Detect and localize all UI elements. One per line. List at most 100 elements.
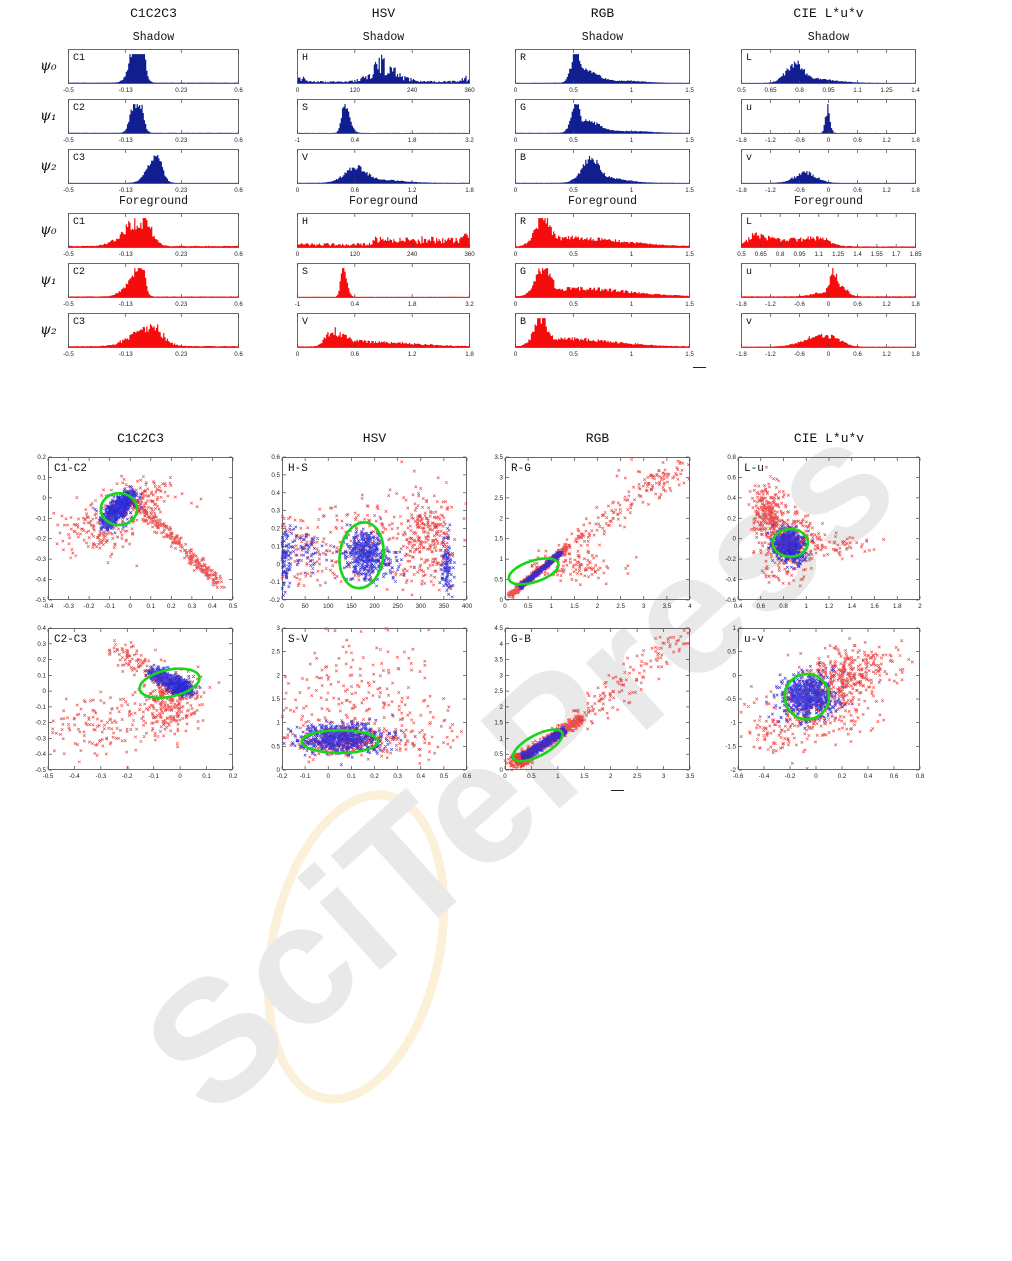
x-tick-label: -0.5 bbox=[43, 773, 54, 780]
x-tick-label: -0.3 bbox=[63, 603, 74, 610]
x-tick-label: 0.23 bbox=[175, 301, 188, 308]
channel-label: R bbox=[520, 53, 526, 64]
y-tick-label: 1 bbox=[277, 720, 281, 727]
y-tick-label: 0.5 bbox=[271, 743, 280, 750]
scatter-points-red bbox=[571, 628, 690, 731]
psi-row-label-foreground-1: ψ₁ bbox=[40, 272, 57, 288]
x-tick-label: -0.13 bbox=[119, 87, 134, 94]
channel-label: C3 bbox=[73, 153, 85, 164]
x-tick-label: 0.4 bbox=[734, 603, 743, 610]
x-tick-label: -0.4 bbox=[69, 773, 80, 780]
y-tick-label: 4 bbox=[500, 641, 504, 648]
histogram-bars bbox=[742, 104, 915, 134]
x-tick-label: 1.8 bbox=[911, 351, 920, 358]
hist-column-title: HSV bbox=[371, 6, 396, 21]
x-tick-label: 0 bbox=[280, 603, 284, 610]
x-tick-label: 3.5 bbox=[686, 773, 695, 780]
x-tick-label: 1.5 bbox=[685, 251, 694, 258]
x-tick-label: 3.2 bbox=[465, 301, 474, 308]
x-tick-label: 1.7 bbox=[892, 251, 901, 258]
x-tick-label: -0.2 bbox=[122, 773, 133, 780]
x-tick-label: -0.2 bbox=[785, 773, 796, 780]
y-tick-label: -1.5 bbox=[725, 743, 736, 750]
x-tick-label: -0.6 bbox=[794, 137, 805, 144]
scatter-plot-c1-c2: -0.4 -0.3 -0.2 -0.1 0 0.1 0.2 0.3 0.4 0.5-0.5-0.4… bbox=[35, 454, 238, 610]
x-tick-label: -0.4 bbox=[43, 603, 54, 610]
hist-plot-r-foreground: 0 0.5 1 1.5 R bbox=[514, 213, 694, 258]
cluster-ellipse bbox=[507, 557, 560, 586]
scatter-column-title: RGB bbox=[585, 431, 610, 446]
x-tick-label: -0.13 bbox=[119, 301, 134, 308]
x-tick-label: 360 bbox=[464, 251, 475, 258]
y-tick-label: 1.5 bbox=[494, 536, 503, 543]
y-tick-label: 0 bbox=[43, 495, 47, 502]
scatter-points-blue bbox=[93, 490, 143, 535]
y-tick-label: -0.2 bbox=[35, 536, 46, 543]
x-tick-label: 0 bbox=[327, 773, 331, 780]
cluster-ellipse bbox=[771, 527, 810, 558]
group-label-shadow: Shadow bbox=[581, 31, 624, 44]
y-tick-label: 3.5 bbox=[494, 454, 503, 461]
hist-plot-l-foreground: 0.5 0.65 0.8 0.95 1.1 1.25 1.4 1.55 1.7 1.85 L bbox=[737, 213, 922, 258]
y-tick-label: -0.4 bbox=[35, 577, 46, 584]
channel-label: R bbox=[520, 217, 526, 228]
scatter-points-red bbox=[103, 476, 203, 514]
scatter-points-blue bbox=[282, 713, 403, 767]
x-tick-label: -1 bbox=[295, 137, 301, 144]
channel-label: v bbox=[746, 153, 752, 164]
hist-column-title: RGB bbox=[590, 6, 615, 21]
x-tick-label: 100 bbox=[323, 603, 334, 610]
hist-plot-v-foreground: 0 0.6 1.2 1.8 V bbox=[296, 313, 474, 358]
cluster-ellipse bbox=[511, 728, 564, 763]
x-tick-label: 0 bbox=[178, 773, 182, 780]
x-tick-label: 0.95 bbox=[793, 251, 806, 258]
histogram-bars bbox=[298, 233, 469, 248]
psi-row-label-shadow-0: ψ₀ bbox=[40, 58, 57, 74]
x-tick-label: 1.2 bbox=[408, 187, 417, 194]
channel-label: H bbox=[302, 217, 308, 228]
scatter-plot-s-v: -0.2 -0.1 0 0.1 0.2 0.3 0.4 0.5 0.6 0 0.5 1 1.5 2 2.5 3… bbox=[271, 625, 471, 780]
x-tick-label: 0.8 bbox=[795, 87, 804, 94]
hist-plot-g-foreground: 0 0.5 1 1.5 G bbox=[514, 263, 694, 308]
hist-plot-l-shadow: 0.5 0.65 0.8 0.95 1.1 1.25 1.4 L bbox=[737, 49, 920, 94]
y-tick-label: 0.1 bbox=[37, 474, 46, 481]
y-tick-label: 2.5 bbox=[494, 495, 503, 502]
x-tick-label: 1 bbox=[630, 351, 634, 358]
psi-row-label-foreground-2: ψ₂ bbox=[40, 322, 57, 338]
y-tick-label: -0.1 bbox=[35, 515, 46, 522]
x-tick-label: 1.2 bbox=[882, 137, 891, 144]
hist-plot-c1-shadow: -0.5 -0.13 0.23 0.6 C1 bbox=[63, 49, 243, 94]
y-tick-label: 0.6 bbox=[271, 454, 280, 461]
hist-plot-b-foreground: 0 0.5 1 1.5 B bbox=[514, 313, 694, 358]
y-tick-label: 0 bbox=[500, 767, 504, 774]
x-tick-label: 0.6 bbox=[351, 187, 360, 194]
hist-column-title: C1C2C3 bbox=[130, 6, 177, 21]
x-tick-label: 1.55 bbox=[871, 251, 884, 258]
y-tick-label: 0.8 bbox=[727, 454, 736, 461]
scatter-plot-label: S-V bbox=[288, 634, 308, 646]
x-tick-label: -0.13 bbox=[119, 187, 134, 194]
scatter-points-red bbox=[387, 460, 468, 597]
x-tick-label: -0.4 bbox=[759, 773, 770, 780]
x-tick-label: 0.8 bbox=[776, 251, 785, 258]
x-tick-label: 50 bbox=[302, 603, 309, 610]
x-tick-label: 0.4 bbox=[351, 137, 360, 144]
x-tick-label: 1.8 bbox=[408, 137, 417, 144]
cluster-ellipse bbox=[300, 728, 380, 755]
y-tick-label: 2.5 bbox=[271, 649, 280, 656]
x-tick-label: 1.4 bbox=[847, 603, 856, 610]
x-tick-label: 1.4 bbox=[853, 251, 862, 258]
x-tick-label: 1.5 bbox=[685, 187, 694, 194]
scatter-points-blue bbox=[359, 548, 406, 590]
y-tick-label: 0.5 bbox=[727, 649, 736, 656]
scatter-column-title: HSV bbox=[362, 431, 387, 446]
x-tick-label: 120 bbox=[350, 251, 361, 258]
channel-label: G bbox=[520, 103, 526, 114]
y-tick-label: -0.2 bbox=[35, 720, 46, 727]
x-tick-label: 0.23 bbox=[175, 187, 188, 194]
y-tick-label: 1.5 bbox=[494, 720, 503, 727]
histogram-bars bbox=[298, 327, 469, 348]
scatter-points-red bbox=[51, 690, 169, 770]
hist-plot-c2-shadow: -0.5 -0.13 0.23 0.6 C2 bbox=[63, 99, 243, 144]
y-tick-label: -0.4 bbox=[35, 751, 46, 758]
